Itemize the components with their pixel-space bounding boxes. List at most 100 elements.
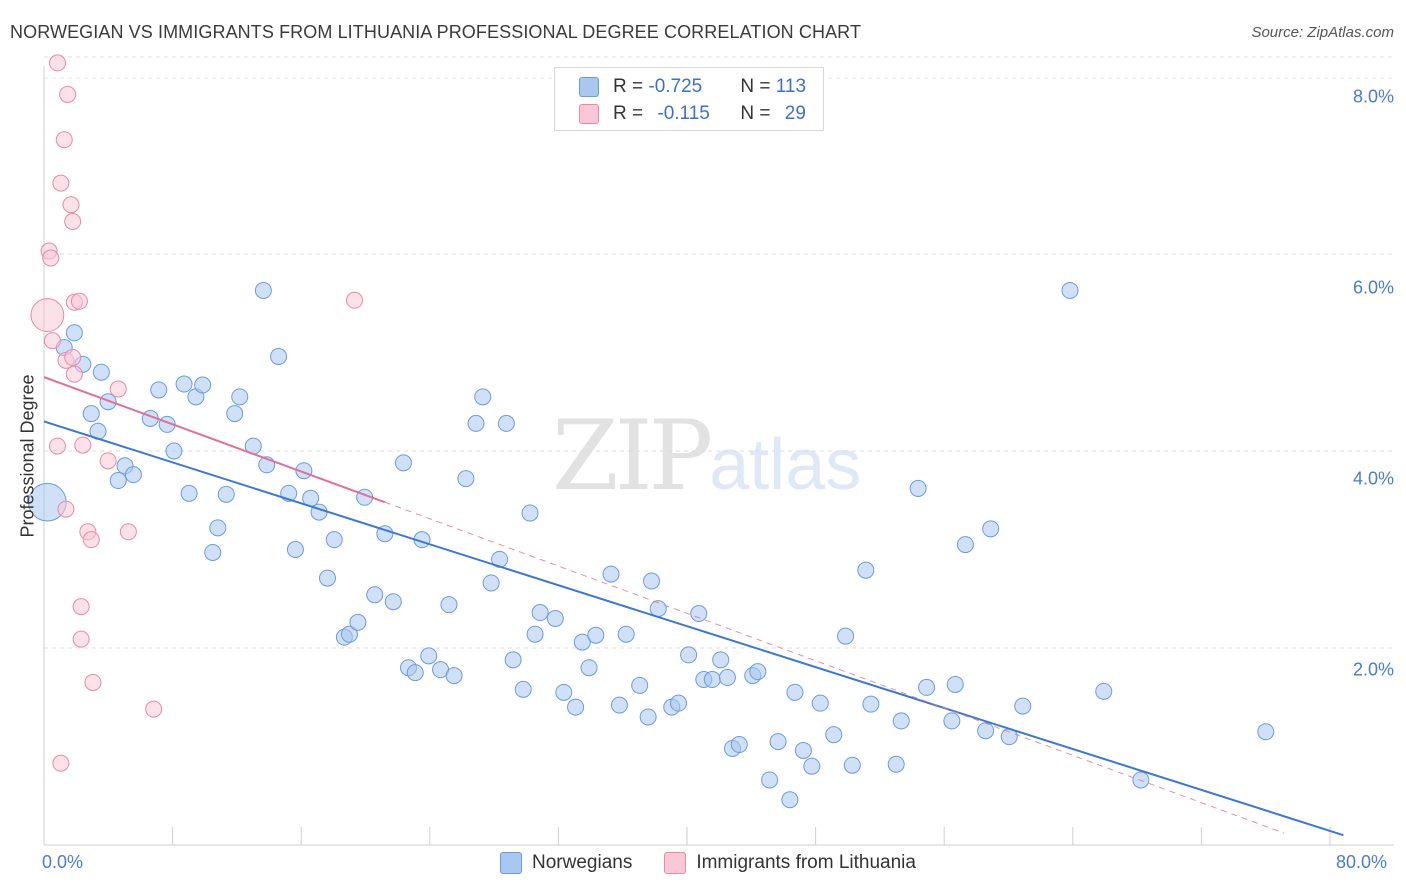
legend-item-norwegians: Norwegians	[500, 852, 632, 874]
norwegians-point	[226, 405, 244, 423]
lithuania-trend-dashed	[384, 501, 1285, 834]
norwegians-point	[180, 484, 198, 502]
lithuania-point	[72, 598, 90, 616]
norwegians-point	[617, 625, 635, 643]
norwegians-point	[703, 671, 721, 689]
norwegians-point	[690, 605, 708, 623]
norwegians-point	[366, 586, 384, 604]
lithuania-point	[52, 174, 70, 192]
norwegians-point	[440, 596, 458, 614]
legend-swatch-norwegians	[500, 852, 522, 874]
norwegians-point	[514, 680, 532, 698]
norwegians-point	[956, 536, 974, 554]
norwegians-point	[803, 757, 821, 775]
lithuania-point	[74, 436, 92, 454]
x-tick-min: 0.0%	[42, 852, 84, 872]
y-tick-4: 4.0%	[1352, 468, 1394, 489]
lithuania-point	[55, 131, 73, 149]
lithuania-point	[57, 500, 75, 518]
norwegians-point	[467, 414, 485, 432]
norwegians-point	[580, 659, 598, 677]
norwegians-point	[587, 626, 605, 644]
norwegians-point	[420, 647, 438, 665]
norwegians-point	[521, 504, 539, 522]
norwegians-point	[610, 696, 628, 714]
lithuania-point	[70, 292, 88, 310]
lithuania-point	[109, 380, 127, 398]
norwegians-point	[555, 683, 573, 701]
norwegians-point	[643, 572, 660, 590]
legend-r-label: R =	[613, 76, 649, 97]
norwegians-point	[1257, 723, 1275, 741]
lithuania-point	[43, 332, 61, 350]
norwegians-point	[1095, 682, 1113, 700]
norwegians-point	[730, 736, 748, 754]
norwegians-point	[712, 651, 730, 669]
norwegians-point	[209, 519, 227, 537]
norwegians-point	[781, 791, 799, 809]
norwegians-point	[843, 756, 861, 774]
lithuania-point	[49, 54, 66, 72]
legend-n-label: N =	[740, 76, 776, 97]
y-tick-8: 8.0%	[1352, 86, 1394, 107]
legend-r-label: R =	[613, 103, 649, 124]
norwegians-point	[92, 363, 110, 381]
norwegians-point	[670, 694, 687, 712]
norwegians-point	[946, 675, 964, 693]
legend-row-norwegians: R = -0.725 N = 113	[579, 76, 806, 98]
norwegians-point	[680, 646, 698, 664]
lithuania-point	[145, 700, 163, 718]
lithuania-point	[59, 85, 77, 103]
legend-n-label: N =	[740, 103, 776, 124]
lithuania-trend-line	[43, 376, 386, 504]
legend-n-value: 29	[784, 103, 806, 124]
norwegians-point	[270, 347, 288, 365]
correlation-legend: R = -0.725 N = 113 R = -0.115 N = 29	[554, 67, 824, 131]
series-legend: Norwegians Immigrants from Lithuania	[500, 852, 948, 874]
legend-label-norwegians: Norwegians	[532, 852, 633, 873]
norwegians-point	[531, 604, 549, 622]
legend-swatch-blue	[579, 77, 599, 97]
norwegians-point	[567, 698, 585, 716]
norwegians-point	[124, 466, 142, 484]
lithuania-point	[30, 298, 65, 332]
norwegians-point	[319, 569, 336, 587]
norwegians-point	[943, 712, 961, 730]
y-axis-label: Professional Degree	[17, 374, 38, 538]
lithuania-point	[346, 291, 363, 309]
legend-swatch-lithuania	[664, 852, 687, 874]
norwegians-point	[457, 470, 475, 488]
y-tick-2: 2.0%	[1352, 659, 1394, 680]
lithuania-point	[42, 249, 60, 267]
norwegians-point	[231, 388, 249, 406]
lithuania-point	[65, 365, 83, 383]
lithuania-point	[72, 630, 90, 648]
norwegians-point	[573, 633, 591, 651]
lithuania-point	[82, 531, 100, 549]
lithuania-point	[99, 452, 117, 470]
norwegians-point	[406, 664, 424, 682]
norwegians-point	[349, 613, 367, 631]
norwegians-point	[887, 755, 905, 773]
norwegians-point	[862, 695, 880, 713]
norwegians-point	[325, 531, 343, 549]
norwegians-point	[340, 625, 358, 643]
norwegians-point	[749, 663, 767, 681]
lithuania-point	[84, 673, 102, 691]
lithuania-point	[52, 754, 70, 772]
lithuania-point	[62, 196, 80, 214]
norwegians-point	[204, 543, 222, 561]
norwegians-point	[254, 281, 272, 299]
norwegians-point	[82, 405, 100, 423]
lithuania-point	[49, 437, 66, 455]
norwegians-point	[286, 541, 304, 558]
norwegians-point	[384, 593, 402, 611]
legend-label-lithuania: Immigrants from Lithuania	[696, 852, 916, 873]
legend-swatch-pink	[579, 104, 599, 124]
lithuania-point	[64, 212, 82, 230]
norwegians-point	[631, 676, 649, 694]
norwegians-point	[602, 565, 620, 583]
norwegians-point	[918, 678, 936, 696]
norwegians-point	[504, 651, 522, 669]
norwegians-point	[982, 520, 1000, 538]
